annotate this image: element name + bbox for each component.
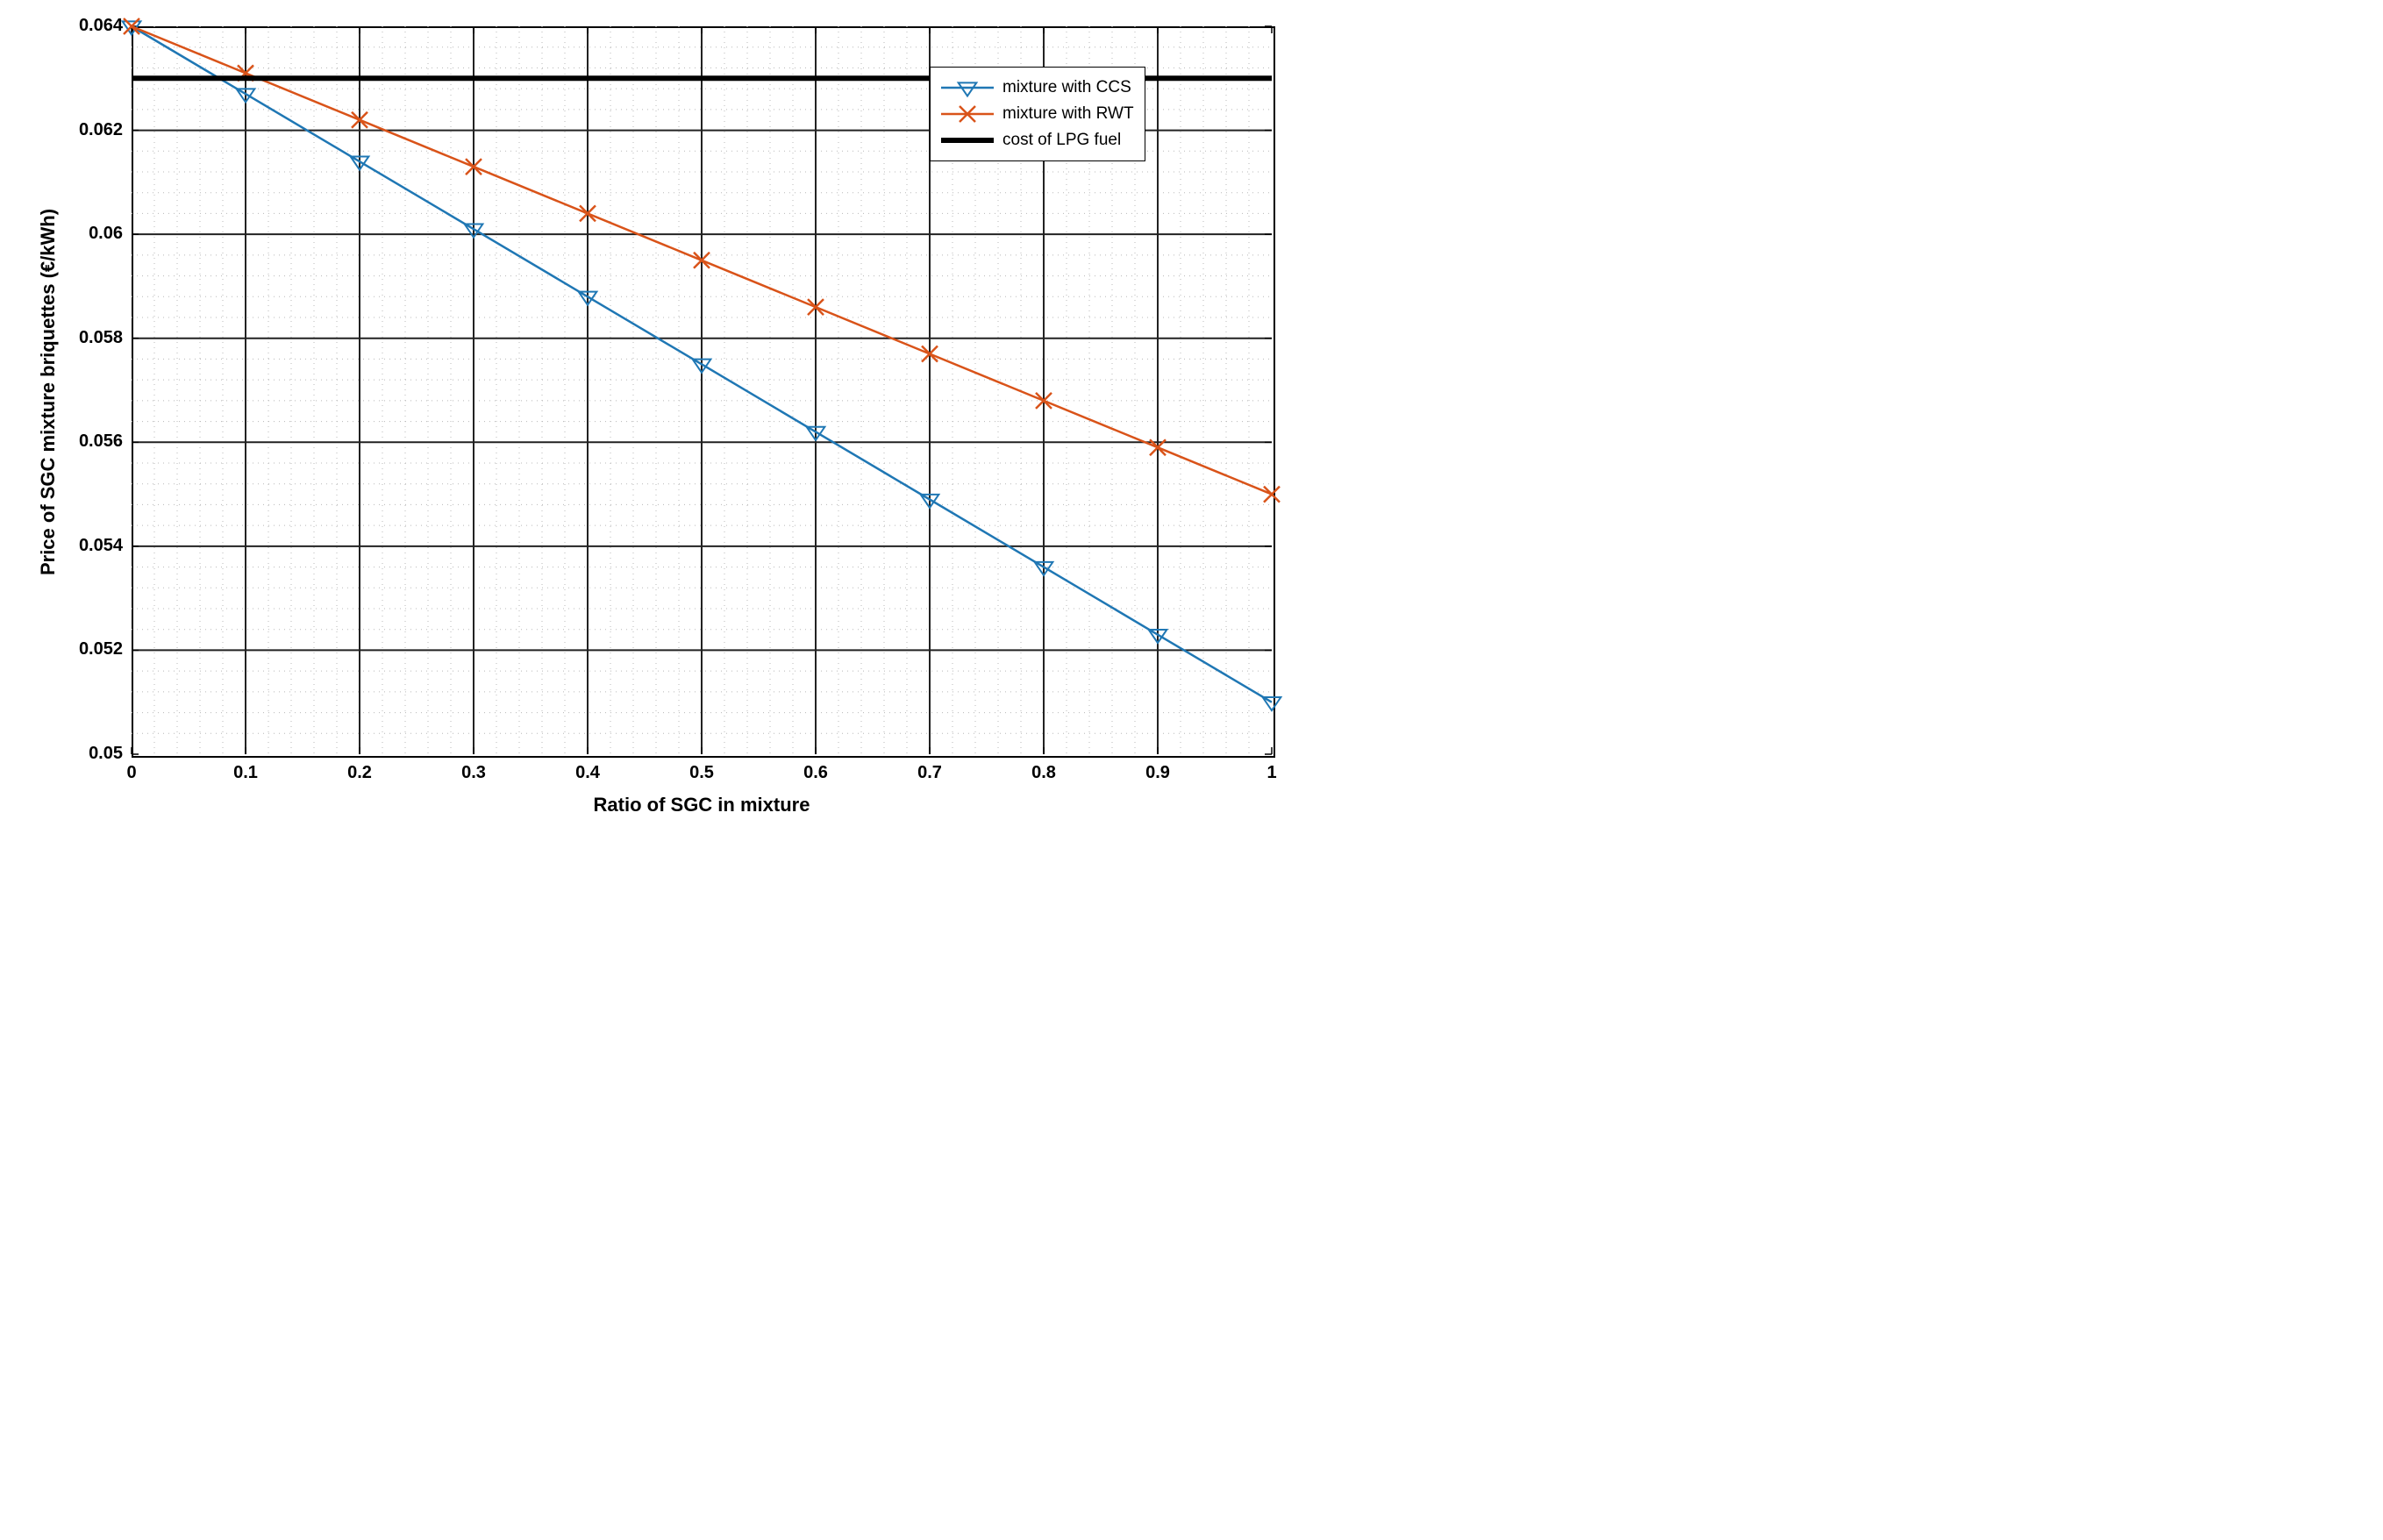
legend-row: mixture with RWT [941,101,1134,127]
legend-swatch [941,77,994,98]
legend: mixture with CCS mixture with RWT cost of… [930,67,1145,161]
y-axis-label: Price of SGC mixture briquettes (€/kWh) [37,129,60,655]
chart-container: Price of SGC mixture briquettes (€/kWh) … [18,18,1298,842]
legend-swatch [941,130,994,151]
xtick-label: 0.6 [794,763,838,783]
legend-swatch [941,103,994,125]
ytick-label: 0.062 [79,120,123,140]
xtick-label: 0.3 [452,763,496,783]
x-axis-label: Ratio of SGC in mixture [526,794,877,816]
ytick-label: 0.06 [89,224,123,244]
ytick-label: 0.05 [89,744,123,764]
ytick-label: 0.056 [79,431,123,452]
xtick-label: 0.8 [1022,763,1066,783]
legend-label: mixture with RWT [1002,104,1134,124]
ytick-label: 0.058 [79,328,123,348]
xtick-label: 0.9 [1136,763,1180,783]
ytick-label: 0.054 [79,536,123,556]
legend-label: cost of LPG fuel [1002,131,1121,150]
xtick-label: 0.2 [338,763,382,783]
xtick-label: 0.4 [566,763,610,783]
legend-row: mixture with CCS [941,75,1134,101]
xtick-label: 0.5 [680,763,724,783]
xtick-label: 0 [110,763,153,783]
xtick-label: 0.7 [908,763,952,783]
ytick-label: 0.052 [79,639,123,659]
legend-label: mixture with CCS [1002,78,1131,97]
marker-triangle-down-icon [959,82,977,96]
xtick-label: 1 [1250,763,1294,783]
ytick-label: 0.064 [79,16,123,36]
legend-row: cost of LPG fuel [941,127,1134,153]
xtick-label: 0.1 [224,763,268,783]
